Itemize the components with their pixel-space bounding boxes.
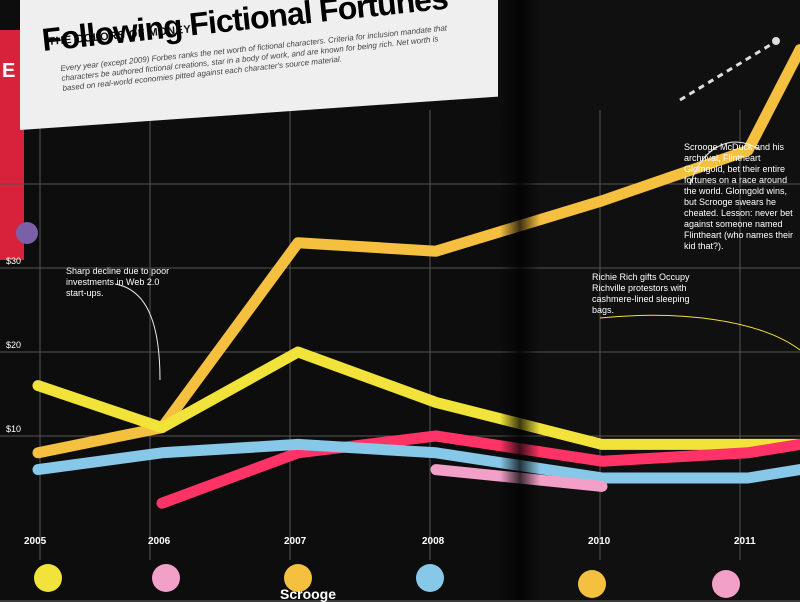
y-tick-label: $30	[6, 256, 21, 266]
legend-dot	[416, 564, 444, 592]
y-tick-label: $10	[6, 424, 21, 434]
right-page	[512, 0, 800, 600]
series-3-point	[601, 477, 603, 479]
series-1-point	[601, 443, 603, 446]
series-1-point	[297, 351, 299, 353]
projection-end-dot	[772, 37, 780, 45]
series-0-point	[601, 199, 603, 202]
series-0-point	[297, 241, 299, 244]
x-tick-label: 2006	[148, 536, 171, 547]
annotation-web20: Sharp decline due to poor investments in…	[66, 266, 170, 298]
series-3-point	[297, 443, 299, 446]
x-tick-label: 2011	[734, 536, 756, 547]
series-2-point	[161, 502, 163, 505]
series-3-point	[37, 468, 39, 471]
annotation-scrooge: Scrooge McDuck and his archrival, Flinth…	[684, 142, 794, 251]
projection-dashed-line	[679, 40, 776, 102]
x-tick-label: 2007	[284, 536, 307, 547]
series-0-point	[435, 250, 437, 253]
series-2-point	[435, 435, 437, 437]
legend-scrooge-label: Scrooge	[280, 586, 337, 602]
annotation-leader-1	[689, 141, 761, 186]
annotation-richie: Richie Rich gifts Occupy Richville prote…	[592, 272, 690, 315]
series-2-point	[297, 451, 299, 454]
series-0-point	[747, 149, 749, 152]
annotation-leader-2	[599, 314, 800, 351]
series-0-point	[37, 451, 39, 454]
series-1-point	[747, 443, 749, 446]
series-3-point	[161, 451, 163, 454]
y-tick-label: $20	[6, 340, 21, 350]
legend-dot	[284, 564, 312, 592]
series-4-point	[601, 485, 603, 488]
series-3-point	[747, 477, 749, 479]
adjacent-page-letter: E	[2, 60, 16, 82]
series-2-point	[601, 460, 603, 463]
series-1-point	[435, 401, 437, 404]
legend-dot	[712, 570, 740, 598]
legend-dot	[152, 564, 180, 592]
x-tick-label: 2008	[422, 536, 445, 547]
series-1-point	[37, 384, 39, 387]
x-tick-label: 2010	[588, 536, 611, 547]
x-tick-label: 2005	[24, 536, 47, 547]
sticker-icon	[16, 222, 38, 244]
legend-dot	[578, 570, 606, 598]
series-1-point	[161, 426, 163, 429]
series-4-point	[435, 468, 437, 471]
legend-dot	[34, 564, 62, 592]
page-gutter	[500, 0, 540, 600]
series-2-point	[747, 451, 749, 454]
series-3-point	[435, 451, 437, 454]
annotation-leader-0	[114, 283, 161, 381]
